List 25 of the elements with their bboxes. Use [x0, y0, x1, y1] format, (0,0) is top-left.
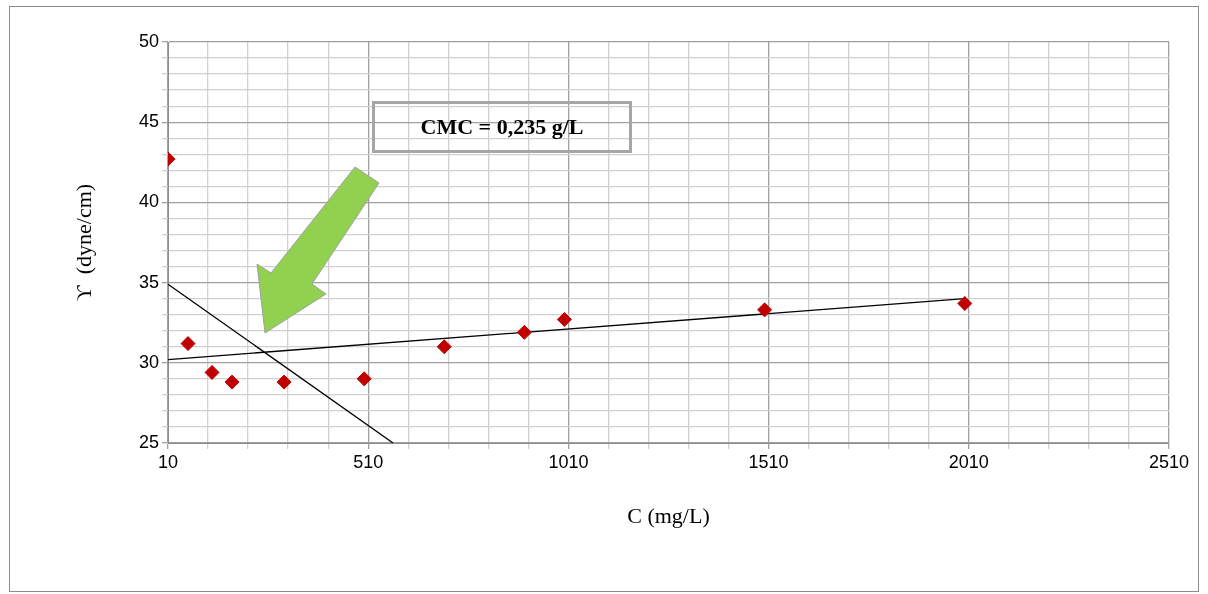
y-axis-title: ϒ (dyne/cm): [70, 183, 96, 302]
point: [356, 371, 372, 387]
x-tick-label: 2010: [948, 451, 989, 472]
y-tick-label: 45: [138, 111, 159, 132]
point: [276, 374, 292, 390]
point: [180, 336, 196, 352]
y-tick-label: 30: [138, 351, 159, 372]
y-tick-label: 40: [138, 191, 159, 212]
y-tick-label: 35: [138, 271, 159, 292]
point: [516, 324, 532, 340]
x-tick-label: 510: [353, 451, 384, 472]
x-tick-label: 10: [157, 451, 179, 472]
x-tick-label: 1510: [748, 451, 789, 472]
point: [556, 311, 572, 327]
y-tick-label: 25: [138, 431, 159, 452]
point: [224, 374, 240, 390]
x-tick-label: 2510: [1148, 451, 1190, 472]
text-box: CMC = 0,235 g/L: [372, 101, 632, 153]
x-axis-title: C (mg/L): [627, 502, 710, 528]
x-tick-label: 1010: [548, 451, 589, 472]
y-tick-label: 50: [138, 30, 159, 51]
point: [204, 364, 220, 380]
point: [436, 339, 452, 355]
point: [757, 302, 773, 318]
point: [957, 295, 973, 311]
